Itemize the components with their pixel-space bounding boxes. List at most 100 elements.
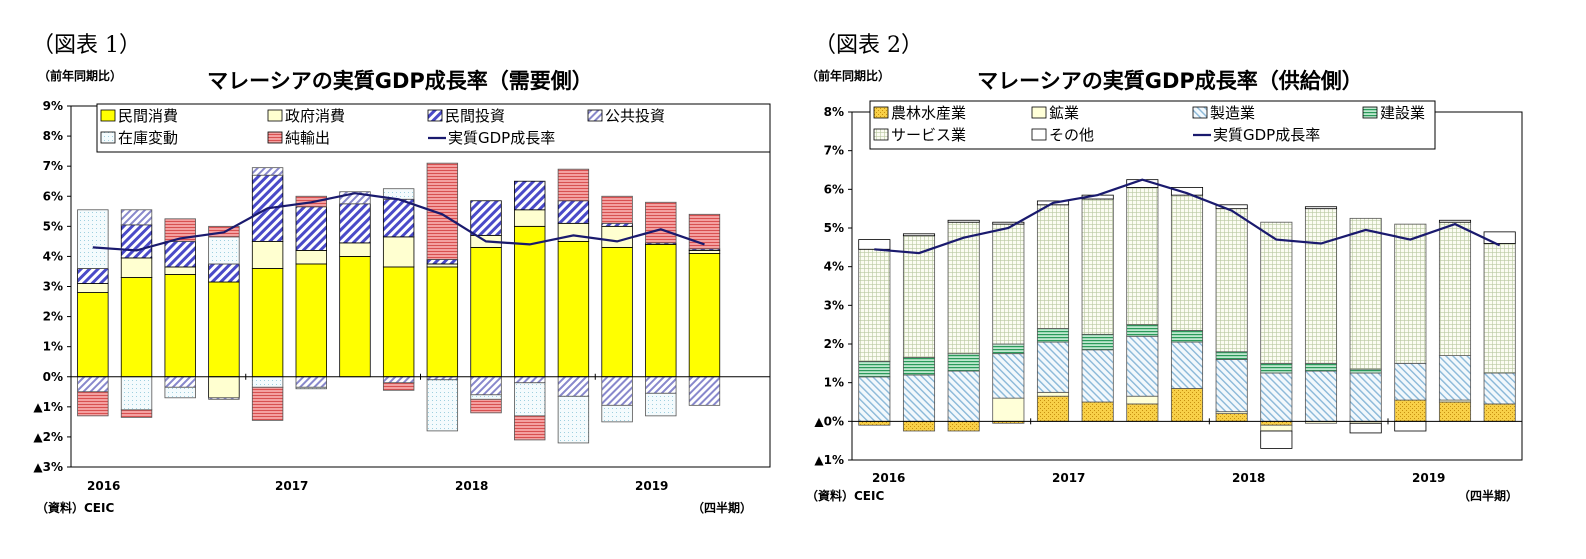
bar-segment-在庫変動: [557, 395, 590, 444]
bar-segment-在庫変動: [645, 392, 677, 417]
legend-swatch: [100, 131, 116, 144]
bar-segment-その他: [1170, 186, 1204, 196]
bar-segment-純輸出: [601, 195, 633, 224]
bar-segment-民間消費: [339, 256, 371, 378]
bar-segment-在庫変動: [120, 376, 153, 411]
y-tick-label: 6%: [824, 182, 844, 196]
legend-label: 実質GDP成長率: [1213, 126, 1320, 144]
legend-label: 農林水産業: [891, 104, 966, 122]
bar-segment-純輸出: [645, 201, 677, 244]
chart-1: （図表 1） マレーシアの実質GDP成長率（需要側） （前年同期比） （資料）CEIC…: [32, 33, 771, 515]
bar-segment-民間消費: [251, 268, 284, 378]
legend-swatch: [1031, 106, 1047, 119]
year-label: 2017: [275, 479, 308, 493]
source-note: （資料）CEIC: [806, 488, 884, 503]
y-tick-label: 7%: [824, 144, 844, 158]
y-tick-label: 8%: [43, 129, 63, 143]
bar-segment-民間消費: [557, 240, 590, 378]
bar-segment-建設業: [902, 357, 936, 376]
bar-segment-純輸出: [77, 391, 109, 417]
bar-segment-建設業: [1036, 328, 1070, 343]
bar-segment-サービス業: [1260, 221, 1293, 364]
bar-segment-政府消費: [295, 249, 327, 265]
bar-segment-製造業: [1126, 335, 1159, 397]
y-tick-label: 4%: [824, 260, 844, 274]
bar-segment-公共投資: [688, 376, 721, 406]
legend-label: 民間消費: [118, 107, 178, 125]
bar-segment-建設業: [1215, 351, 1248, 360]
bar-segment-鉱業: [1260, 424, 1293, 432]
legend-swatch: [587, 109, 603, 122]
bar-segment-純輸出: [164, 218, 196, 242]
bar-segment-民間消費: [295, 263, 327, 378]
bar-segment-民間消費: [688, 253, 721, 378]
legend-label: その他: [1049, 126, 1094, 144]
bar-segment-建設業: [1126, 324, 1159, 337]
y-tick-label: 5%: [43, 219, 63, 233]
bar-segment-サービス業: [1483, 243, 1516, 374]
bar-segment-建設業: [1349, 368, 1382, 374]
legend-label: 製造業: [1210, 104, 1255, 122]
year-label: 2016: [872, 471, 905, 485]
bar-segment-製造業: [858, 376, 891, 422]
bar-segment-製造業: [1081, 349, 1114, 403]
y-tick-label: ▲1%: [814, 453, 844, 467]
bar-segment-純輸出: [514, 415, 546, 441]
bar-segment-公共投資: [77, 376, 109, 393]
bar-segment-公共投資: [557, 376, 590, 397]
bar-segment-公共投資: [295, 376, 327, 388]
bar-segment-農林水産業: [1170, 388, 1204, 422]
bar-segment-製造業: [1304, 370, 1338, 422]
bar-segment-農林水産業: [1081, 401, 1114, 422]
y-tick-label: ▲2%: [33, 430, 63, 444]
year-label: 2019: [635, 479, 668, 493]
bar-segment-農林水産業: [902, 420, 936, 432]
bar-segment-政府消費: [164, 266, 196, 275]
bar-segment-民間投資: [164, 240, 196, 268]
bar-segment-その他: [1394, 420, 1427, 432]
bar-segment-民間消費: [514, 225, 546, 378]
ylabel-note: （前年同期比）: [806, 68, 890, 83]
bar-segment-製造業: [1215, 359, 1248, 413]
bar-segment-在庫変動: [601, 404, 633, 423]
bar-segment-製造業: [1349, 372, 1382, 422]
bar-segment-サービス業: [1438, 221, 1472, 356]
bar-segment-民間投資: [470, 200, 502, 236]
bar-segment-在庫変動: [514, 382, 546, 417]
bar-segment-その他: [1483, 231, 1516, 244]
bar-segment-在庫変動: [426, 379, 459, 432]
bar-segment-純輸出: [120, 409, 153, 418]
y-tick-label: 5%: [824, 221, 844, 235]
bar-segment-純輸出: [251, 386, 284, 421]
legend-swatch: [1362, 106, 1378, 119]
bar-segment-民間投資: [295, 206, 327, 251]
bar-segment-公共投資: [601, 376, 633, 406]
ylabel-note: （前年同期比）: [38, 68, 122, 83]
bar-segment-政府消費: [601, 225, 633, 248]
bar-segment-政府消費: [77, 283, 109, 293]
legend-swatch: [1031, 128, 1047, 141]
gdp-growth-line: [92, 192, 705, 252]
bar-segment-民間消費: [164, 274, 196, 378]
y-tick-label: 4%: [43, 249, 63, 263]
bar-segment-その他: [947, 219, 980, 223]
bar-segment-建設業: [992, 343, 1025, 355]
bar-segment-サービス業: [947, 221, 980, 355]
bar-segment-農林水産業: [1260, 420, 1293, 426]
bar-segment-民間投資: [601, 222, 633, 227]
bar-segment-農林水産業: [947, 420, 980, 432]
legend-label: 民間投資: [445, 107, 505, 125]
bar-segment-サービス業: [1349, 217, 1382, 370]
bar-segment-その他: [1349, 422, 1382, 434]
legend-swatch: [1192, 106, 1208, 119]
bar-segment-サービス業: [1215, 208, 1248, 353]
gdp-growth-line: [874, 178, 1501, 255]
legend-swatch: [873, 128, 889, 141]
legend-swatch: [427, 109, 443, 122]
bar-segment-製造業: [1260, 372, 1293, 422]
bar-segment-その他: [992, 221, 1025, 225]
year-label: 2017: [1052, 471, 1085, 485]
bar-segment-農林水産業: [1483, 403, 1516, 422]
bar-segment-製造業: [1394, 362, 1427, 401]
bar-segment-民間消費: [470, 246, 502, 378]
